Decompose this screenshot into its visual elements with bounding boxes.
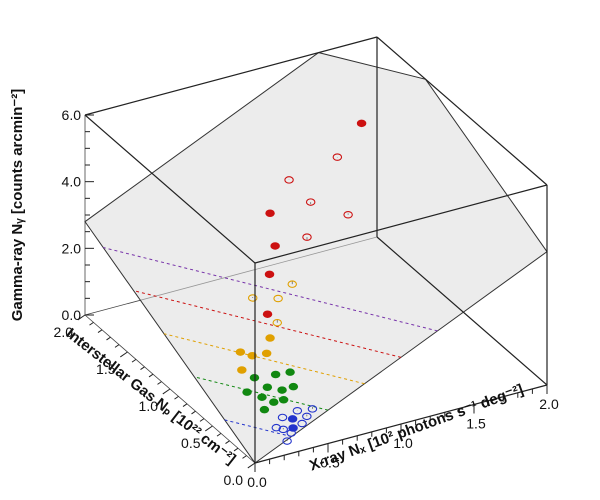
data-point [288, 382, 299, 391]
data-point [302, 233, 312, 241]
data-point [261, 349, 272, 358]
data-point [277, 386, 287, 394]
data-point [282, 437, 292, 445]
y-axis-tick [114, 344, 120, 348]
data-point [272, 318, 283, 327]
data-point [257, 393, 267, 401]
z-tick-label: 4.0 [62, 174, 82, 190]
y-tick-label: 1.0 [139, 398, 159, 414]
x-tick-label: 2.0 [539, 396, 559, 412]
data-point [305, 198, 316, 206]
y-axis-tick [106, 336, 111, 341]
data-point [235, 348, 246, 356]
data-point [287, 415, 298, 423]
data-point [259, 405, 270, 414]
data-point [237, 366, 247, 374]
plane-contour-lines [103, 247, 438, 438]
box-edge-right-bottom [376, 236, 548, 386]
data-points [235, 119, 367, 445]
data-point [270, 242, 280, 250]
data-point [242, 388, 252, 396]
y-tick-label: 1.5 [96, 361, 116, 377]
z-tick-label: 0.0 [62, 307, 82, 323]
data-point [285, 368, 295, 376]
axis-tick-labels: 0.00.51.01.52.00.00.51.01.52.00.02.04.06… [54, 107, 559, 490]
x-tick-label: 1.0 [393, 435, 413, 451]
data-point [284, 176, 294, 184]
data-point [292, 406, 303, 415]
y-axis-tick [225, 440, 230, 444]
y-axis-tick [148, 373, 154, 378]
contour-line [133, 290, 402, 358]
data-point [332, 153, 343, 161]
y-axis-tick [216, 432, 222, 437]
box-edge-top-left [84, 114, 256, 264]
x-tick-label: 0.5 [320, 455, 340, 471]
data-point [247, 351, 257, 360]
x-tick-label: 1.5 [466, 416, 486, 432]
y-axis-tick [205, 425, 213, 432]
data-point [277, 413, 288, 422]
data-point [307, 405, 318, 413]
data-point [265, 334, 275, 342]
data-point [288, 424, 298, 432]
box-front-edges [84, 36, 548, 464]
data-point [269, 398, 279, 406]
y-axis-tick [89, 321, 94, 326]
z-axis-label: Gamma-ray Nᵧ [counts arcmin⁻²] [9, 89, 26, 322]
contour-line [194, 376, 329, 411]
y-axis-tick [199, 418, 205, 422]
y-axis-tick [182, 403, 188, 407]
data-point [247, 294, 258, 302]
y-axis-tick [233, 447, 239, 452]
fitted-plane-surface [84, 52, 548, 464]
axis-ticks [77, 114, 548, 472]
data-point [262, 310, 273, 318]
y-tick-label: 0.0 [224, 472, 244, 488]
data-point [262, 383, 273, 392]
y-axis-tick [97, 329, 103, 333]
data-point [270, 370, 281, 379]
y-axis-tick [157, 381, 162, 385]
data-point [356, 119, 367, 128]
y-axis-tick [247, 462, 256, 469]
data-point [302, 412, 312, 421]
data-point [287, 280, 297, 288]
fitted-plane [84, 52, 548, 464]
contour-line [163, 333, 365, 385]
data-point [265, 209, 275, 218]
data-point [271, 423, 282, 432]
y-tick-label: 2.0 [54, 324, 74, 340]
y-axis-tick [174, 395, 179, 400]
data-point [264, 270, 275, 279]
data-point [273, 294, 283, 303]
data-point [278, 425, 288, 434]
box-edge-top-right [376, 36, 548, 186]
box-edge-top-back [84, 36, 378, 116]
y-axis-tick [131, 358, 137, 363]
z-tick-label: 2.0 [62, 240, 82, 256]
y-tick-label: 0.5 [181, 435, 201, 451]
box-edge-top-front [254, 184, 548, 264]
z-tick-label: 6.0 [62, 107, 82, 123]
data-point [278, 396, 289, 404]
y-axis-tick [242, 455, 247, 459]
y-axis-tick [162, 388, 171, 395]
y-axis-tick [77, 314, 86, 321]
data-point [297, 419, 307, 428]
y-axis-tick [120, 351, 128, 358]
y-axis-tick [140, 366, 145, 370]
data-point [343, 211, 353, 219]
y-axis-tick [191, 410, 196, 415]
x-tick-label: 0.0 [247, 474, 267, 490]
